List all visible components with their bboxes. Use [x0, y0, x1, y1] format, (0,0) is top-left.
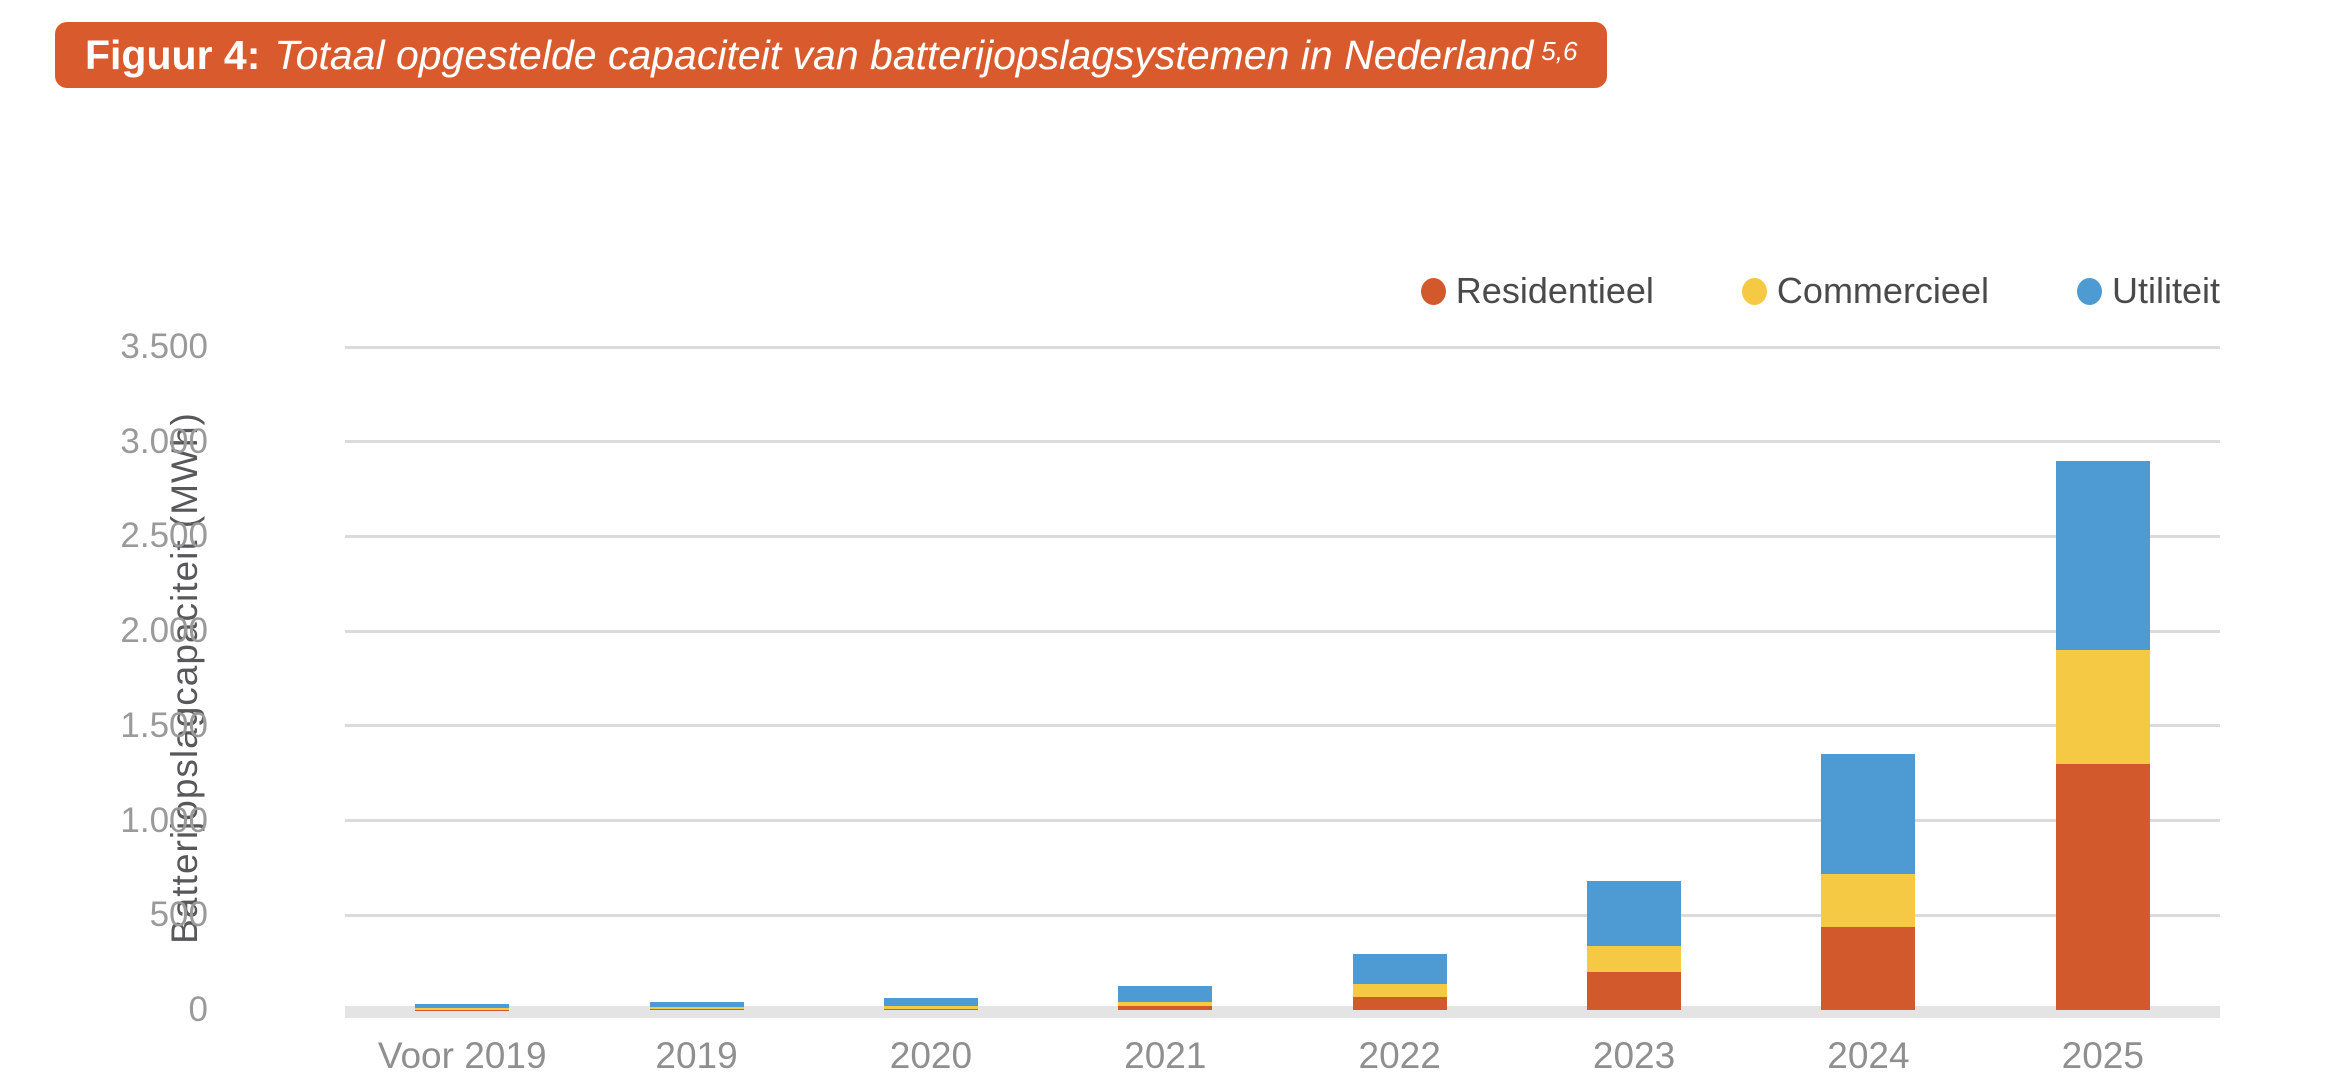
segment-utiliteit-2022 — [1353, 954, 1447, 984]
y-tick-label-0: 0 — [189, 990, 208, 1030]
figure-title-banner: Figuur 4: Totaal opgestelde capaciteit v… — [55, 22, 1607, 88]
bar-2019 — [650, 347, 744, 1010]
figure-footnote-superscript: 5,6 — [1541, 36, 1577, 67]
bar-2021 — [1118, 347, 1212, 1010]
legend-label-commercieel: Commercieel — [1777, 270, 1989, 312]
gridline-1.500 — [345, 724, 2220, 727]
legend-label-utiliteit: Utiliteit — [2112, 270, 2220, 312]
y-tick-label-500: 500 — [150, 895, 208, 935]
segment-residentieel-2025 — [2056, 764, 2150, 1010]
x-tick-label-2024: 2024 — [1827, 1035, 1909, 1077]
y-tick-label-3.500: 3.500 — [120, 327, 208, 367]
figure-label: Figuur 4: — [85, 32, 260, 79]
segment-residentieel-2023 — [1587, 972, 1681, 1010]
bar-2023 — [1587, 347, 1681, 1010]
bar-2024 — [1821, 347, 1915, 1010]
legend-dot-residentieel — [1421, 278, 1446, 305]
segment-residentieel-2022 — [1353, 997, 1447, 1010]
y-tick-label-3.000: 3.000 — [120, 422, 208, 462]
legend-item-residentieel: Residentieel — [1421, 270, 1654, 312]
gridline-3.000 — [345, 440, 2220, 443]
y-axis-title: Batterijopslagcapaciteit (MWh) — [164, 412, 206, 944]
x-tick-label-2020: 2020 — [890, 1035, 972, 1077]
gridline-500 — [345, 914, 2220, 917]
segment-utiliteit-2021 — [1118, 986, 1212, 1002]
bar-2022 — [1353, 347, 1447, 1010]
gridline-2.500 — [345, 535, 2220, 538]
legend-item-utiliteit: Utiliteit — [2077, 270, 2220, 312]
y-tick-label-1.500: 1.500 — [120, 706, 208, 746]
gridline-3.500 — [345, 346, 2220, 349]
battery-capacity-chart: Batterijopslagcapaciteit (MWh) Residenti… — [0, 110, 2336, 1004]
segment-residentieel-2021 — [1118, 1006, 1212, 1010]
gridline-1.000 — [345, 819, 2220, 822]
segment-residentieel-2024 — [1821, 927, 1915, 1010]
segment-commercieel-2023 — [1587, 946, 1681, 973]
segment-utiliteit-2023 — [1587, 881, 1681, 945]
legend-dot-commercieel — [1742, 278, 1767, 305]
y-tick-label-1.000: 1.000 — [120, 801, 208, 841]
segment-utiliteit-2025 — [2056, 461, 2150, 650]
x-tick-label-2021: 2021 — [1124, 1035, 1206, 1077]
x-tick-label-2022: 2022 — [1359, 1035, 1441, 1077]
gridline-2.000 — [345, 630, 2220, 633]
segment-residentieel-2020 — [884, 1009, 978, 1010]
segment-residentieel-2019 — [650, 1009, 744, 1010]
segment-commercieel-2025 — [2056, 650, 2150, 764]
y-tick-label-2.000: 2.000 — [120, 611, 208, 651]
legend-dot-utiliteit — [2077, 278, 2102, 305]
segment-utiliteit-2020 — [884, 998, 978, 1007]
x-tick-label-voor-2019: Voor 2019 — [378, 1035, 547, 1077]
legend-label-residentieel: Residentieel — [1456, 270, 1654, 312]
segment-commercieel-2024 — [1821, 874, 1915, 927]
figure-title: Totaal opgestelde capaciteit van batteri… — [274, 32, 1533, 79]
bar-2025 — [2056, 347, 2150, 1010]
legend-item-commercieel: Commercieel — [1742, 270, 1989, 312]
x-tick-label-2019: 2019 — [655, 1035, 737, 1077]
bar-2020 — [884, 347, 978, 1010]
x-tick-label-2023: 2023 — [1593, 1035, 1675, 1077]
chart-legend: Residentieel Commercieel Utiliteit — [1421, 270, 2220, 312]
x-axis-line — [345, 1006, 2220, 1018]
x-tick-label-2025: 2025 — [2062, 1035, 2144, 1077]
segment-commercieel-2022 — [1353, 984, 1447, 996]
y-tick-label-2.500: 2.500 — [120, 516, 208, 556]
segment-utiliteit-2024 — [1821, 754, 1915, 873]
bar-voor-2019 — [415, 347, 509, 1010]
